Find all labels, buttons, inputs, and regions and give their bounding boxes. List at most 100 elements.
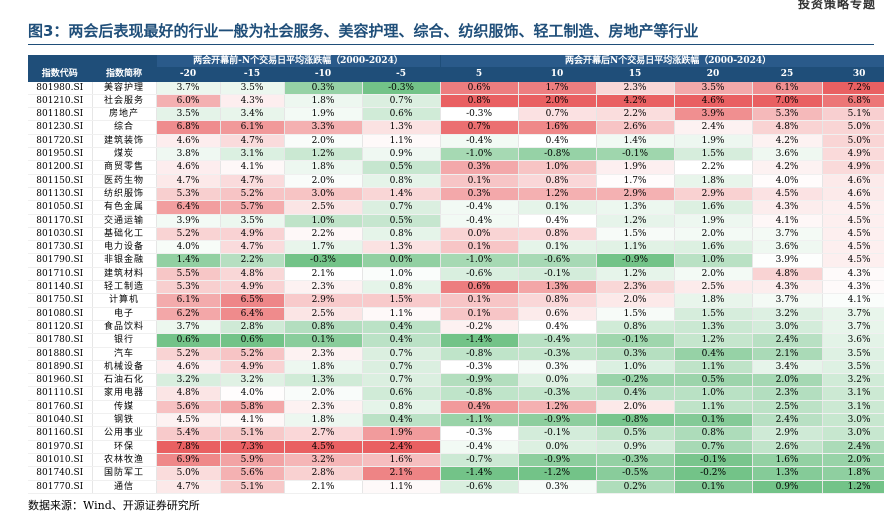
table-row: 801760.SI 传媒 5.6% 5.8% 2.3% 0.8% 0.4% 1.2% 2.0% 1… [28, 400, 884, 415]
table-row: 801150.SI 医药生物 4.7% 4.7% 2.0% 0.8% 0.1% 0.8% 1.7… [28, 174, 884, 188]
return-value-cell: 4.8% [752, 267, 823, 282]
return-value-cell: 3.7% [156, 81, 221, 95]
return-value-cell: 2.0% [674, 227, 753, 242]
return-value-cell: 0.1% [518, 240, 597, 255]
table-row: 801080.SI 电子 6.2% 6.4% 2.5% 1.1% 0.1% 0.6% 1.5% 1… [28, 307, 884, 321]
index-name-cell: 基础化工 [92, 227, 157, 242]
return-value-cell: 5.2% [220, 347, 285, 361]
return-value-cell: 2.7% [284, 426, 363, 441]
return-value-cell: 0.0% [440, 227, 519, 242]
index-code-cell: 801080.SI [28, 307, 93, 321]
return-value-cell: 3.9% [674, 107, 753, 122]
index-name-cell: 计算机 [92, 293, 157, 308]
return-value-cell: 4.1% [220, 413, 285, 428]
return-value-cell: 1.3% [752, 466, 823, 481]
return-value-cell: 4.6% [156, 160, 221, 175]
return-value-cell: 5.0% [822, 120, 884, 135]
return-value-cell: 4.0% [220, 386, 285, 401]
period-column-header: 5 [440, 67, 519, 82]
return-value-cell: -1.4% [440, 333, 519, 348]
return-value-cell: -0.8% [596, 413, 675, 428]
return-value-cell: 2.4% [752, 413, 823, 428]
period-column-header: -20 [156, 67, 221, 82]
return-value-cell: -0.1% [518, 426, 597, 441]
return-value-cell: -0.6% [440, 267, 519, 282]
return-value-cell: 0.7% [440, 120, 519, 135]
return-value-cell: 4.3% [752, 280, 823, 295]
return-value-cell: 0.6% [156, 333, 221, 348]
return-value-cell: 4.7% [156, 174, 221, 188]
table-row: 801040.SI 钢铁 4.5% 4.1% 1.8% 0.4% -1.1% -0.9% -0.… [28, 413, 884, 428]
return-value-cell: 0.0% [518, 440, 597, 454]
return-value-cell: 4.2% [752, 134, 823, 149]
index-name-cell: 煤炭 [92, 147, 157, 162]
table-row: 801170.SI 交通运输 3.9% 3.5% 1.0% 0.5% -0.4% 0.4% 1.… [28, 214, 884, 228]
return-value-cell: 1.0% [284, 214, 363, 228]
return-value-cell: -0.3% [518, 386, 597, 401]
return-value-cell: -0.1% [596, 333, 675, 348]
return-value-cell: 1.0% [596, 360, 675, 375]
return-value-cell: 2.4% [674, 120, 753, 135]
index-code-cell: 801180.SI [28, 107, 93, 122]
return-value-cell: 6.8% [156, 120, 221, 135]
index-code-cell: 801050.SI [28, 200, 93, 215]
period-column-header: -5 [362, 67, 441, 82]
return-value-cell: -0.8% [440, 347, 519, 361]
return-value-cell: 5.1% [220, 426, 285, 441]
return-value-cell: 2.0% [596, 400, 675, 415]
return-value-cell: 0.8% [518, 293, 597, 308]
period-column-header: 10 [518, 67, 597, 82]
return-value-cell: 4.6% [674, 94, 753, 109]
return-value-cell: 0.4% [362, 333, 441, 348]
return-value-cell: 3.0% [752, 320, 823, 335]
return-value-cell: -0.1% [596, 147, 675, 162]
return-value-cell: 0.4% [674, 347, 753, 361]
return-value-cell: -0.4% [440, 200, 519, 215]
return-value-cell: 4.3% [822, 280, 884, 295]
table-row: 801970.SI 环保 7.8% 7.3% 4.5% 2.4% -0.4% 0.0% 0.9%… [28, 440, 884, 454]
return-value-cell: 1.3% [284, 373, 363, 388]
table-row: 801770.SI 通信 4.7% 5.1% 2.1% 1.1% -0.6% 0.3% 0.2%… [28, 480, 884, 494]
table-row: 801980.SI 美容护理 3.7% 3.5% 0.3% -0.3% 0.6% 1.7% 2.… [28, 81, 884, 95]
return-value-cell: -0.3% [440, 360, 519, 375]
period-column-header: 15 [596, 67, 675, 82]
title-rule [28, 44, 874, 45]
return-value-cell: 5.6% [220, 466, 285, 481]
return-value-cell: 1.2% [518, 400, 597, 415]
return-value-cell: 0.4% [518, 214, 597, 228]
return-value-cell: 6.4% [156, 200, 221, 215]
index-name-cell: 机械设备 [92, 360, 157, 375]
return-value-cell: 0.1% [674, 480, 753, 494]
return-value-cell: 3.0% [284, 187, 363, 202]
index-code-cell: 801950.SI [28, 147, 93, 162]
return-value-cell: 5.0% [822, 134, 884, 149]
index-name-cell: 通信 [92, 480, 157, 494]
return-value-cell: 0.5% [674, 373, 753, 388]
return-value-cell: 4.1% [752, 214, 823, 228]
return-value-cell: 1.6% [518, 120, 597, 135]
return-value-cell: 2.3% [284, 347, 363, 361]
return-value-cell: 0.8% [362, 174, 441, 188]
return-value-cell: 0.3% [518, 360, 597, 375]
return-value-cell: 3.7% [752, 227, 823, 242]
index-name-cell: 家用电器 [92, 386, 157, 401]
return-value-cell: 0.4% [440, 400, 519, 415]
return-value-cell: 1.1% [674, 360, 753, 375]
return-value-cell: 2.4% [752, 333, 823, 348]
return-value-cell: 0.9% [752, 480, 823, 494]
return-value-cell: 3.2% [220, 373, 285, 388]
index-code-cell: 801750.SI [28, 293, 93, 308]
return-value-cell: 1.9% [284, 107, 363, 122]
period-column-header: -10 [284, 67, 363, 82]
return-value-cell: 4.2% [752, 160, 823, 175]
return-value-cell: -0.5% [596, 466, 675, 481]
return-value-cell: 0.9% [596, 440, 675, 454]
return-value-cell: 0.4% [518, 134, 597, 149]
index-name-cell: 国防军工 [92, 466, 157, 481]
return-value-cell: -0.3% [440, 426, 519, 441]
index-name-cell: 环保 [92, 440, 157, 454]
return-value-cell: -0.4% [518, 333, 597, 348]
return-value-cell: 2.1% [362, 466, 441, 481]
return-value-cell: 2.0% [518, 94, 597, 109]
return-value-cell: -1.2% [518, 466, 597, 481]
